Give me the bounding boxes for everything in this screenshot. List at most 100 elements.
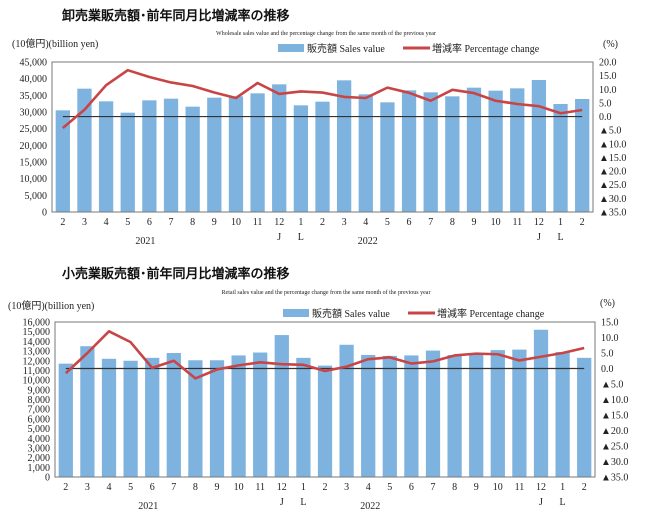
x-tick-label: 11 [255, 482, 265, 493]
y-tick-label: 0 [42, 208, 47, 219]
bar-sales-value [209, 360, 225, 477]
x-tick-label: 6 [407, 217, 412, 228]
bar-sales-value [575, 99, 590, 212]
chart-subtitle: Wholesale sales value and the percentage… [216, 30, 436, 37]
x-tick-label: 5 [385, 217, 390, 228]
x-tick-label: 1 [560, 482, 565, 493]
x-tick-label: 12 [277, 482, 287, 493]
bar-sales-value [336, 80, 352, 212]
bar-sales-value [339, 344, 354, 477]
bar-sales-value [250, 93, 265, 212]
bar-sales-value [55, 110, 70, 212]
x-tick-label: 4 [366, 482, 371, 493]
x-tick-label: 8 [190, 217, 195, 228]
x-tick-label: 9 [474, 482, 479, 493]
y-tick-label: 8,000 [28, 395, 51, 406]
x-tick-label: 11 [253, 217, 263, 228]
y-tick-label: 45,000 [20, 58, 48, 69]
chart-subtitle: Retail sales value and the percentage ch… [222, 289, 431, 296]
y2-tick-label: ▲20.0 [601, 426, 628, 437]
y2-tick-label: ▲25.0 [601, 442, 628, 453]
bar-sales-value [531, 80, 547, 212]
x-tick-label: 4 [104, 217, 109, 228]
bar-sales-value [469, 353, 484, 477]
x-tick-label: 1 [558, 217, 563, 228]
x-tick-label: 2 [582, 482, 587, 493]
y2-tick-label: 20.0 [599, 58, 617, 69]
y2-tick-label: ▲5.0 [601, 380, 623, 391]
x-tick-label: 8 [450, 217, 455, 228]
bar-sales-value [188, 360, 203, 477]
bar-sales-value [80, 346, 95, 477]
y2-tick-label: 0.0 [601, 364, 614, 375]
y-tick-label: 4,000 [28, 434, 51, 445]
bar-sales-value [228, 96, 244, 212]
line-percentage-change [64, 329, 585, 380]
bar-sales-value [358, 94, 373, 212]
y2-tick-label: ▲10.0 [599, 139, 626, 150]
bar-sales-value [77, 88, 92, 212]
year-break-mark: J [277, 232, 281, 243]
y-tick-label: 11,000 [23, 366, 50, 377]
bar-sales-value [555, 352, 570, 477]
y-axis-label: (10億円)(billion yen) [8, 299, 94, 312]
x-tick-label: 6 [409, 482, 414, 493]
y2-tick-label: ▲15.0 [599, 153, 626, 164]
year-break-mark: J [280, 497, 284, 508]
x-tick-label: 1 [301, 482, 306, 493]
year-break-mark: J [537, 232, 541, 243]
bar-sales-value [466, 87, 482, 212]
bar-sales-value [101, 358, 117, 477]
y2-tick-label: ▲35.0 [599, 208, 626, 219]
bar-sales-value [185, 106, 200, 212]
y-tick-label: 12,000 [23, 356, 51, 367]
bar-sales-value [274, 335, 289, 477]
bar-sales-value [577, 357, 592, 477]
y-tick-label: 15,000 [23, 327, 51, 338]
x-tick-label: 3 [344, 482, 349, 493]
x-tick-label: 6 [147, 217, 152, 228]
bar-sales-value [163, 98, 179, 212]
y-axis-label: (10億円)(billion yen) [12, 37, 98, 50]
y-tick-label: 2,000 [28, 453, 51, 464]
bar-sales-value [361, 354, 376, 477]
bar-sales-value [296, 357, 311, 477]
bar-sales-value [98, 101, 114, 212]
year-label: 2022 [358, 236, 378, 247]
y2-tick-label: 15.0 [601, 318, 619, 329]
legend-label-change: 増減率 Percentage change [437, 307, 545, 320]
bar-sales-value [315, 101, 330, 212]
bar-sales-value [382, 355, 397, 477]
y-tick-label: 5,000 [28, 424, 51, 435]
y-tick-label: 9,000 [28, 385, 51, 396]
bar-sales-value [207, 97, 222, 212]
x-tick-label: 11 [515, 482, 525, 493]
x-tick-label: 6 [150, 482, 155, 493]
y2-tick-label: ▲15.0 [601, 411, 628, 422]
x-tick-label: 2 [60, 217, 65, 228]
bar-sales-value [166, 353, 181, 477]
bar-sales-value [423, 92, 438, 212]
year-break-mark: J [539, 497, 543, 508]
bar-sales-value [425, 350, 441, 477]
y2-tick-label: ▲25.0 [599, 180, 626, 191]
x-tick-label: 4 [363, 217, 368, 228]
x-tick-label: 9 [471, 217, 476, 228]
x-tick-label: 12 [536, 482, 546, 493]
x-tick-label: 5 [125, 217, 130, 228]
bar-sales-value [58, 363, 73, 477]
x-tick-label: 10 [231, 217, 241, 228]
x-tick-label: 12 [274, 217, 284, 228]
x-tick-label: 2 [323, 482, 328, 493]
chart-title: 小売業販売額･前年同月比増減率の推移 [62, 266, 290, 282]
bar-sales-value [123, 360, 138, 477]
x-tick-label: 2 [580, 217, 585, 228]
x-tick-label: 3 [82, 217, 87, 228]
legend-swatch-bars [278, 44, 304, 52]
y-tick-label: 14,000 [23, 337, 51, 348]
bar-sales-value [293, 105, 309, 212]
x-tick-label: 11 [512, 217, 522, 228]
x-tick-label: 7 [431, 482, 436, 493]
bar-sales-value [272, 84, 287, 212]
